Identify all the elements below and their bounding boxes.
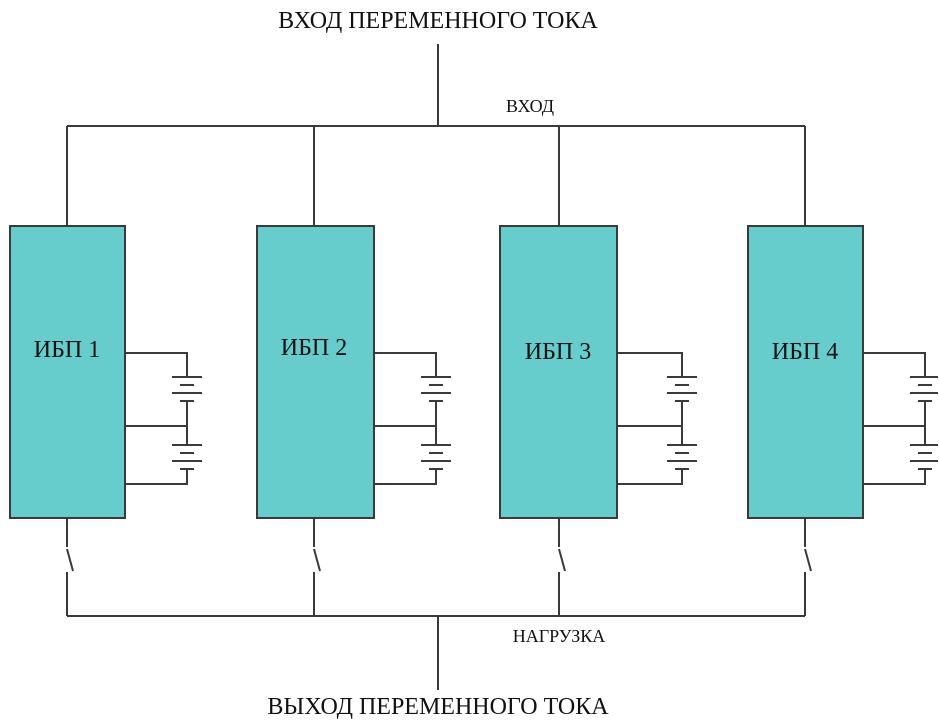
ups-4-battery-bank: [863, 352, 938, 485]
ups-3-output-switch: [558, 518, 566, 616]
ups-unit-3: ИБП 3: [499, 126, 697, 616]
load-bus-label: НАГРУЗКА: [513, 626, 606, 646]
ups-unit-2: ИБП 2: [256, 126, 451, 616]
ups-3-battery-bank: [617, 352, 697, 485]
ups-2-box: [256, 225, 375, 519]
ups-3-box: [499, 225, 618, 519]
ups-3-label: ИБП 3: [525, 339, 591, 365]
ac-output-label: ВЫХОД ПЕРЕМЕННОГО ТОКА: [267, 694, 609, 720]
ups-unit-1: ИБП 1: [9, 126, 202, 616]
input-bus-label: ВХОД: [506, 96, 554, 116]
ac-input-label: ВХОД ПЕРЕМЕННОГО ТОКА: [278, 8, 598, 34]
ups-4-output-switch: [804, 518, 812, 616]
ups-2-label: ИБП 2: [281, 335, 347, 361]
ups-unit-4: ИБП 4: [747, 126, 938, 616]
ups-1-battery-bank: [125, 352, 202, 485]
ups-4-label: ИБП 4: [772, 339, 838, 365]
ups-1-label: ИБП 1: [34, 337, 100, 363]
ups-2-battery-bank: [374, 352, 451, 485]
ups-2-output-switch: [313, 518, 321, 616]
ups-4-box: [747, 225, 864, 519]
ups-1-output-switch: [66, 518, 74, 616]
ups-1-box: [9, 225, 126, 519]
